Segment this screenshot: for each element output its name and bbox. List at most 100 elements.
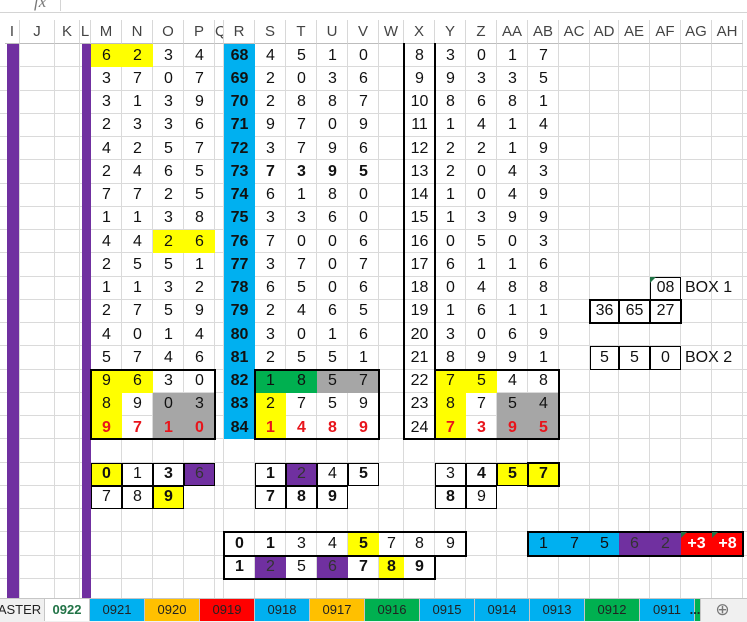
sheet-tab-0917[interactable]: 0917	[310, 599, 365, 621]
column-header-ad[interactable]: AD	[590, 20, 619, 44]
cell-m2[interactable]: 3	[102, 69, 111, 87]
cell-u8[interactable]: 6	[328, 209, 337, 227]
cell-s14[interactable]: 2	[266, 348, 275, 366]
cell-r2[interactable]: 69	[224, 67, 255, 91]
cell-r14[interactable]: 81	[224, 346, 255, 370]
column-header-ah[interactable]: AH	[712, 20, 743, 44]
cell-o7[interactable]: 2	[164, 186, 173, 204]
cell-u20[interactable]: 9	[317, 485, 348, 509]
cell-af22[interactable]: 2	[650, 532, 681, 556]
cell-y7[interactable]: 1	[446, 186, 455, 204]
sheet-tab-0920[interactable]: 0920	[145, 599, 200, 621]
cell-p6[interactable]: 5	[195, 162, 204, 180]
cell-aa19[interactable]: 5	[497, 462, 528, 486]
cell-t10[interactable]: 7	[297, 255, 306, 273]
cell-aa4[interactable]: 1	[508, 116, 517, 134]
cell-n1[interactable]: 2	[122, 44, 153, 68]
cell-u16[interactable]: 5	[328, 395, 337, 413]
cell-m13[interactable]: 4	[102, 325, 111, 343]
cell-x22[interactable]: 8	[415, 534, 424, 552]
cell-t6[interactable]: 3	[297, 162, 306, 180]
cell-ab6[interactable]: 3	[539, 162, 548, 180]
cell-w23[interactable]: 8	[379, 555, 404, 579]
cell-n17[interactable]: 7	[133, 418, 142, 436]
cell-m5[interactable]: 4	[102, 139, 111, 157]
cell-x17[interactable]: 24	[410, 418, 429, 436]
column-header-ac[interactable]: AC	[559, 20, 590, 44]
cell-m19[interactable]: 0	[91, 462, 122, 486]
cell-u1[interactable]: 1	[328, 46, 337, 64]
cell-u9[interactable]: 0	[328, 232, 337, 250]
cell-p4[interactable]: 6	[195, 116, 204, 134]
cell-p17[interactable]: 0	[184, 416, 215, 440]
cell-t16[interactable]: 7	[297, 395, 306, 413]
cell-aa17[interactable]: 9	[497, 416, 528, 440]
cell-u2[interactable]: 3	[328, 69, 337, 87]
cell-o5[interactable]: 5	[164, 139, 173, 157]
cell-m15[interactable]: 9	[91, 369, 122, 393]
cell-t19[interactable]: 2	[286, 462, 317, 486]
cell-u14[interactable]: 5	[328, 348, 337, 366]
cell-x4[interactable]: 11	[411, 116, 428, 134]
column-header-m[interactable]: M	[91, 20, 122, 44]
column-header-aa[interactable]: AA	[497, 20, 528, 44]
sheet-tab-0912[interactable]: 0912	[585, 599, 640, 621]
cell-s19[interactable]: 1	[255, 462, 286, 486]
cell-ab14[interactable]: 1	[539, 348, 548, 366]
cell-ab7[interactable]: 9	[539, 186, 548, 204]
cell-x13[interactable]: 20	[410, 325, 429, 343]
column-header-s[interactable]: S	[255, 20, 286, 44]
cell-r10[interactable]: 77	[224, 253, 255, 277]
cell-aa1[interactable]: 1	[508, 46, 517, 64]
cell-x7[interactable]: 14	[410, 186, 429, 204]
cell-s1[interactable]: 4	[266, 46, 275, 64]
cell-t12[interactable]: 4	[297, 302, 306, 320]
cell-r9[interactable]: 76	[224, 230, 255, 254]
cell-x9[interactable]: 16	[410, 232, 429, 250]
cell-y2[interactable]: 9	[446, 69, 455, 87]
cell-t22[interactable]: 3	[297, 534, 306, 552]
cell-ab22[interactable]: 1	[528, 532, 559, 556]
cell-n16[interactable]: 9	[133, 395, 142, 413]
cell-o2[interactable]: 0	[164, 69, 173, 87]
cell-af14[interactable]: 0	[650, 346, 681, 370]
cell-n2[interactable]: 7	[133, 69, 142, 87]
cell-ab13[interactable]: 9	[539, 325, 548, 343]
cell-n20[interactable]: 8	[122, 485, 153, 509]
cell-v13[interactable]: 6	[359, 325, 368, 343]
cell-aa11[interactable]: 8	[508, 279, 517, 297]
cell-r5[interactable]: 72	[224, 137, 255, 161]
cell-o12[interactable]: 5	[164, 302, 173, 320]
cell-s8[interactable]: 3	[266, 209, 275, 227]
cell-ab1[interactable]: 7	[539, 46, 548, 64]
cell-y10[interactable]: 6	[446, 255, 455, 273]
cell-v22[interactable]: 5	[348, 532, 379, 556]
cell-y13[interactable]: 3	[446, 325, 455, 343]
cell-t14[interactable]: 5	[297, 348, 306, 366]
cell-z11[interactable]: 4	[477, 279, 486, 297]
tab-overflow-button[interactable]: ...	[689, 602, 701, 617]
cell-x2[interactable]: 9	[415, 69, 424, 87]
column-header-ag[interactable]: AG	[681, 20, 712, 44]
cell-n8[interactable]: 1	[133, 209, 142, 227]
cell-v16[interactable]: 9	[359, 395, 368, 413]
cell-o3[interactable]: 3	[164, 93, 173, 111]
cell-p8[interactable]: 8	[195, 209, 204, 227]
cell-z5[interactable]: 2	[477, 139, 486, 157]
cell-ag11[interactable]: BOX 1	[685, 279, 733, 297]
cell-s23[interactable]: 2	[255, 555, 286, 579]
cell-ab8[interactable]: 9	[539, 209, 548, 227]
cell-v15[interactable]: 7	[348, 369, 379, 393]
cell-u4[interactable]: 0	[328, 116, 337, 134]
cell-z13[interactable]: 0	[477, 325, 486, 343]
sheet-tab-0922[interactable]: 0922	[45, 599, 90, 621]
cell-aa13[interactable]: 6	[508, 325, 517, 343]
cell-m16[interactable]: 8	[91, 392, 122, 416]
cell-n5[interactable]: 2	[133, 139, 142, 157]
cell-r3[interactable]: 70	[224, 90, 255, 114]
sheet-tab-0911[interactable]: 0911	[640, 599, 695, 621]
cell-r16[interactable]: 83	[224, 392, 255, 416]
cell-n3[interactable]: 1	[133, 93, 142, 111]
column-header-n[interactable]: N	[122, 20, 153, 44]
cell-aa12[interactable]: 1	[508, 302, 517, 320]
